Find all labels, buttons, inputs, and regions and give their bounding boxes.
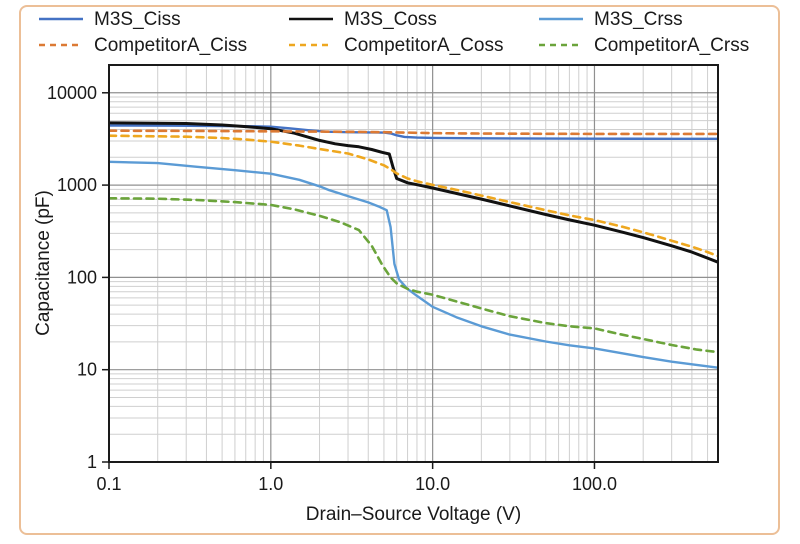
- y-tick-label: 1000: [57, 175, 97, 195]
- legend-item-M3S_Ciss: M3S_Ciss: [38, 10, 288, 29]
- series-group: [108, 121, 719, 369]
- series-M3S_Crss: [108, 160, 719, 369]
- legend-item-label: CompetitorA_Coss: [344, 34, 504, 56]
- series-CompetitorA_Coss: [108, 134, 719, 258]
- plot-frame: [108, 64, 719, 463]
- x-tick-label: 1.0: [258, 474, 283, 494]
- y-tick-label: 10: [77, 360, 97, 380]
- legend-swatch-solid-line: [289, 17, 333, 21]
- y-tick-label: 1: [87, 452, 97, 472]
- x-tick-label: 0.1: [96, 474, 121, 494]
- x-tick-label: 10.0: [415, 474, 450, 494]
- legend-item-CompetitorA_Coss: CompetitorA_Coss: [288, 36, 538, 55]
- series-CompetitorA_Ciss: [108, 129, 719, 136]
- legend-swatch-dashed-line: [539, 43, 583, 47]
- legend-item-M3S_Crss: M3S_Crss: [538, 10, 778, 29]
- legend-item-label: M3S_Crss: [594, 8, 683, 30]
- legend-swatch-dashed-line: [39, 43, 83, 47]
- series-M3S_Coss: [108, 121, 719, 264]
- legend-item-label: CompetitorA_Crss: [594, 34, 750, 56]
- legend-item-CompetitorA_Ciss: CompetitorA_Ciss: [38, 36, 288, 55]
- legend-item-label: CompetitorA_Ciss: [94, 34, 248, 56]
- legend-swatch-solid-line: [539, 17, 583, 21]
- y-axis-title: Capacitance (pF): [33, 190, 54, 336]
- y-tick-label: 100: [67, 267, 97, 287]
- legend-item-M3S_Coss: M3S_Coss: [288, 10, 538, 29]
- legend: M3S_Ciss M3S_Coss M3S_Crss CompetitorA_Ciss…: [38, 6, 778, 58]
- x-tick-label: 100.0: [572, 474, 617, 494]
- legend-item-label: M3S_Coss: [344, 8, 437, 30]
- y-tick-label: 10000: [47, 83, 97, 103]
- legend-item-CompetitorA_Crss: CompetitorA_Crss: [538, 36, 778, 55]
- x-axis-title: Drain–Source Voltage (V): [305, 504, 522, 525]
- series-CompetitorA_Crss: [108, 197, 719, 354]
- legend-item-label: M3S_Ciss: [94, 8, 181, 30]
- legend-swatch-dashed-line: [289, 43, 333, 47]
- legend-swatch-solid-line: [39, 17, 83, 21]
